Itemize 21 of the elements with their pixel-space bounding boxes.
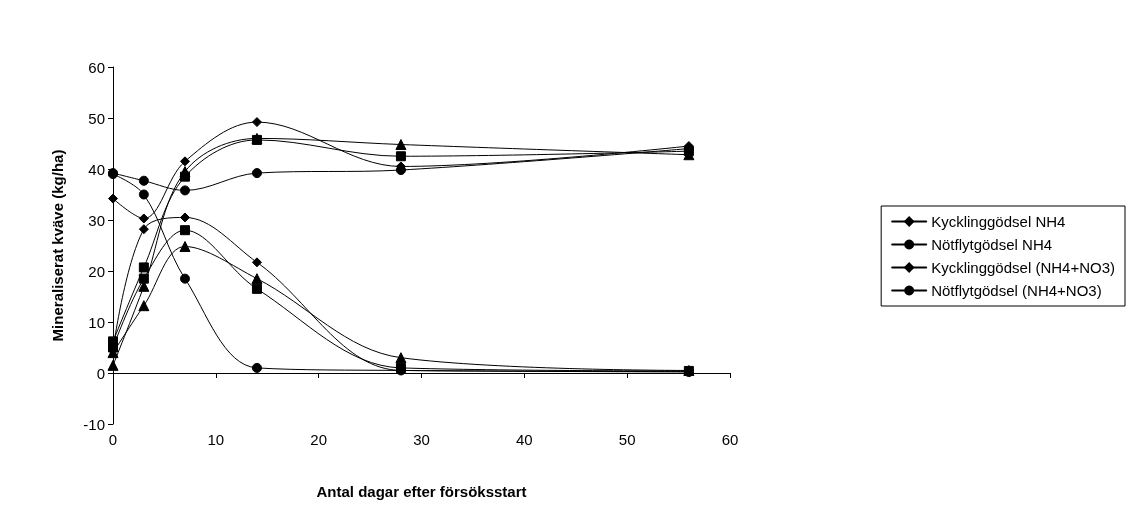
- y-tick-label: -10: [83, 415, 105, 433]
- y-tick-label: 60: [88, 58, 105, 76]
- y-axis-title: Mineraliserat kväve (kg/ha): [49, 149, 66, 342]
- x-tick-label: 0: [108, 431, 118, 448]
- legend-label: Kycklinggödsel NH4: [931, 213, 1066, 230]
- x-tick-label: 60: [721, 431, 739, 448]
- x-axis-title: Antal dagar efter försöksstart: [316, 483, 527, 500]
- legend-label: Nötflytgödsel (NH4+NO3): [931, 282, 1102, 299]
- y-tick-label: 10: [88, 313, 105, 331]
- y-tick-label: 30: [88, 211, 105, 229]
- y-tick-label: 0: [96, 364, 105, 382]
- legend-label: Kycklinggödsel (NH4+NO3): [931, 259, 1115, 276]
- x-tick-label: 40: [515, 431, 533, 448]
- legend-label: Nötflytgödsel NH4: [931, 236, 1053, 253]
- y-tick-label: 50: [88, 109, 105, 127]
- x-tick-label: 20: [310, 431, 328, 448]
- y-tick-label: 40: [88, 160, 105, 178]
- x-tick-label: 10: [207, 431, 225, 448]
- x-tick-label: 30: [413, 431, 430, 448]
- y-tick-label: 20: [88, 262, 105, 280]
- x-tick-label: 50: [618, 431, 636, 448]
